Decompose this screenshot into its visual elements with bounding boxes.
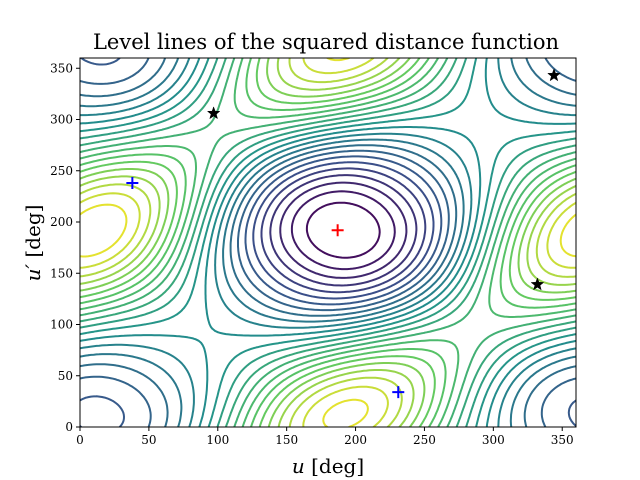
x-tick-label: 50: [141, 433, 156, 447]
minimum-plus-marker: [126, 177, 139, 190]
minimum-plus-marker: [392, 386, 405, 399]
contour-level-line: [290, 190, 396, 271]
plot-frame: [79, 57, 577, 428]
y-tick-label: 0: [65, 420, 73, 434]
x-tick-label: 150: [275, 433, 298, 447]
contour-level-line: [252, 161, 435, 300]
y-tick-label: 300: [50, 113, 73, 127]
x-tick-label: 350: [551, 433, 574, 447]
y-axis-variable: u′: [21, 264, 45, 282]
x-tick-label: 300: [482, 433, 505, 447]
contour-level-line: [80, 58, 576, 427]
contour-level-line: [305, 201, 381, 259]
contour-level-line: [260, 167, 427, 294]
maximum-plus-marker: [331, 224, 344, 237]
x-tick-label: 0: [76, 433, 84, 447]
saddle-star-marker: [547, 68, 561, 82]
contour-level-line: [80, 58, 576, 427]
contour-level-line: [80, 58, 576, 427]
x-tick-label: 250: [413, 433, 436, 447]
contour-level-line: [80, 58, 576, 427]
contour-level-line: [80, 58, 576, 427]
x-axis-unit: [deg]: [305, 454, 364, 478]
saddle-star-marker: [206, 106, 221, 120]
x-axis-ticks: 0 50 100 150 200 250 300 350: [76, 427, 574, 447]
contour-level-line: [80, 58, 576, 427]
y-tick-label: 50: [58, 369, 73, 383]
contour-level-line: [80, 58, 576, 427]
contour-level-line: [80, 58, 576, 427]
y-axis-ticks: 0 50 100 150 200 250 300 350: [50, 61, 80, 434]
contour-level-line: [269, 174, 418, 287]
saddle-star-marker: [530, 277, 545, 291]
y-tick-label: 350: [50, 61, 73, 75]
critical-point-markers: [126, 68, 561, 399]
x-tick-label: 200: [344, 433, 367, 447]
x-tick-label: 100: [206, 433, 229, 447]
chart-title: Level lines of the squared distance func…: [93, 30, 559, 54]
y-tick-label: 150: [50, 266, 73, 280]
y-tick-label: 100: [50, 318, 73, 332]
y-tick-label: 250: [50, 164, 73, 178]
x-axis-variable: u: [292, 454, 305, 478]
contour-level-line: [80, 58, 576, 427]
y-axis-label: u′ [deg]: [21, 205, 45, 282]
contour-level-line: [279, 181, 408, 279]
contour-level-line: [80, 58, 576, 427]
contour-level-line: [80, 58, 576, 427]
contour-level-line: [80, 58, 576, 427]
x-axis-label: u [deg]: [292, 454, 364, 478]
contour-lines: [80, 58, 576, 427]
y-tick-label: 200: [50, 215, 73, 229]
y-axis-unit: [deg]: [21, 205, 45, 264]
